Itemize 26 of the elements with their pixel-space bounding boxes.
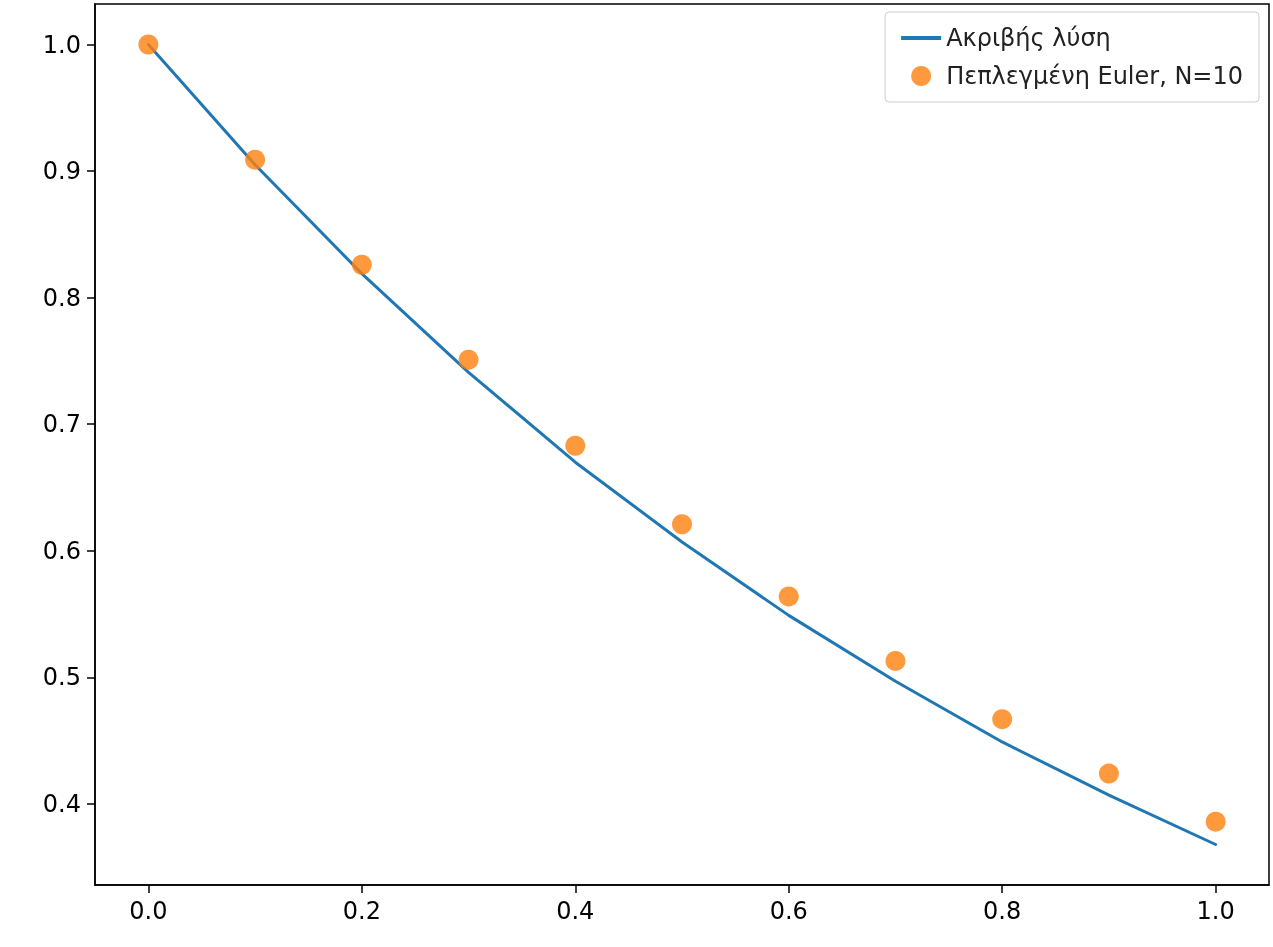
y-tick-label: 0.8 xyxy=(42,283,81,312)
x-tick-label: 0.8 xyxy=(983,897,1022,925)
point xyxy=(1098,763,1119,784)
point xyxy=(992,709,1013,730)
point xyxy=(458,349,479,370)
x-tick-label: 0.2 xyxy=(342,897,381,925)
point xyxy=(565,435,586,456)
point xyxy=(672,514,692,535)
legend-label: Πεπλεγμένη Euler, N=10 xyxy=(946,62,1243,90)
y-tick-label: 0.7 xyxy=(42,410,81,439)
y-tick-label: 0.5 xyxy=(42,663,81,692)
x-tick-label: 0.0 xyxy=(129,897,168,925)
point xyxy=(1205,811,1226,832)
y-tick-label: 1.0 xyxy=(42,30,81,59)
point xyxy=(885,650,906,671)
point xyxy=(778,586,799,607)
legend-label: Ακριβής λύση xyxy=(946,24,1111,52)
point xyxy=(138,34,159,55)
x-tick-label: 0.6 xyxy=(769,897,808,925)
x-tick-label: 0.4 xyxy=(556,897,595,925)
y-tick-label: 0.9 xyxy=(42,157,81,186)
y-tick-label: 0.4 xyxy=(42,789,81,818)
point xyxy=(351,254,372,275)
point xyxy=(245,149,266,170)
y-tick-label: 0.6 xyxy=(42,536,81,565)
x-tick-label: 1.0 xyxy=(1196,897,1235,925)
